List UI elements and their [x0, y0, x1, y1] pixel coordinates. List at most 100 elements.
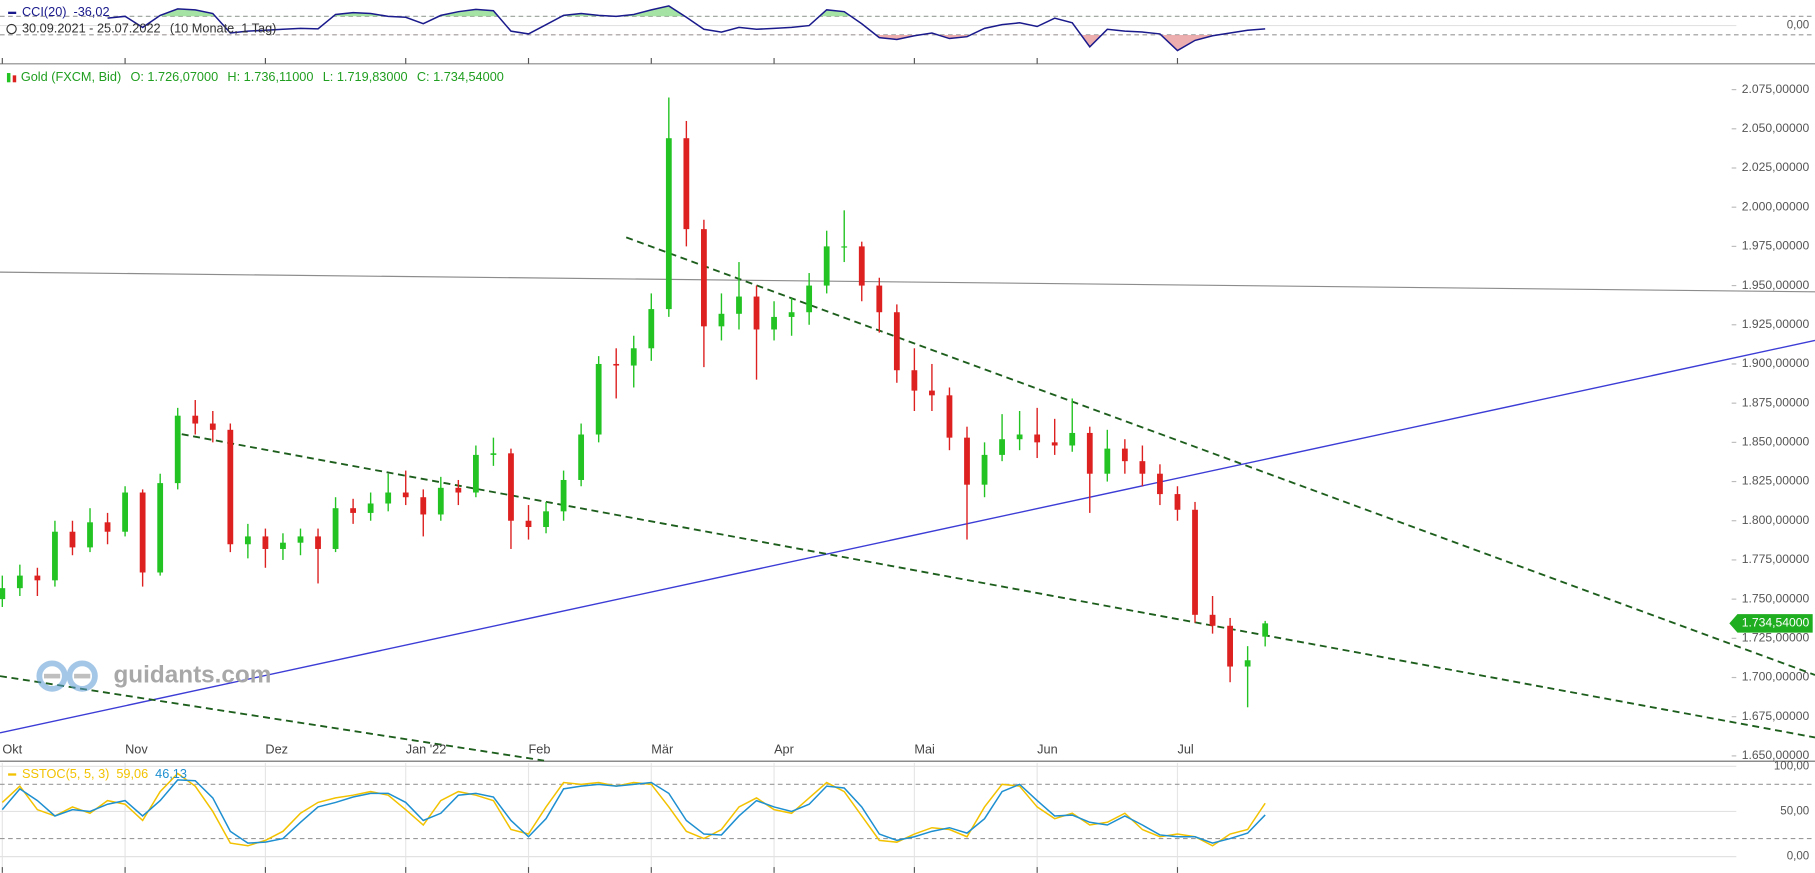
candle-body: [753, 296, 760, 330]
legend-icon: [12, 75, 17, 83]
y-tick-label: 2.050,00000: [1742, 121, 1810, 135]
candle-body: [1121, 448, 1128, 462]
indicator-value: -36,02: [73, 4, 109, 19]
candle-body: [1051, 442, 1058, 446]
x-tick-label: Jul: [1177, 742, 1193, 757]
y-tick-label: 0,00: [1787, 851, 1810, 863]
y-tick-label: 1.825,00000: [1742, 474, 1810, 488]
y-tick-label: 0,00: [1787, 20, 1810, 32]
candle-body: [648, 309, 655, 349]
candle-body: [87, 522, 93, 548]
candle-body: [332, 508, 339, 549]
logo-bar: [43, 673, 61, 679]
x-tick-label: Feb: [529, 742, 551, 757]
candle-body: [455, 487, 462, 493]
candle-body: [104, 522, 111, 532]
y-tick-label: 1.750,00000: [1742, 591, 1810, 605]
indicator-line: [1, 772, 1266, 847]
candle-body: [1174, 494, 1181, 510]
candle-body: [508, 453, 514, 521]
watermark-logo: [36, 660, 98, 692]
trend-line: [625, 236, 1815, 676]
y-tick-label: 1.725,00000: [1742, 631, 1810, 645]
candle-body: [665, 138, 672, 310]
y-tick-label: 2.025,00000: [1742, 160, 1810, 174]
candle-body: [788, 312, 795, 317]
candle-body: [490, 453, 497, 455]
candle-body: [420, 497, 427, 515]
candle-body: [1227, 625, 1233, 667]
candle-body: [806, 285, 813, 313]
x-tick-label: Nov: [125, 742, 148, 757]
candle-body: [1244, 660, 1251, 667]
candle-body: [525, 520, 532, 528]
candle-body: [964, 437, 970, 485]
ohlc-label: H: 1.736,11000: [227, 69, 313, 84]
candle-body: [823, 246, 830, 286]
candle-body: [437, 487, 444, 515]
x-tick-label: Dez: [265, 742, 288, 757]
indicator-name: SSTOC(5, 5, 3): [22, 766, 109, 781]
y-tick-label: 1.675,00000: [1742, 709, 1810, 723]
candle-body: [613, 363, 620, 366]
candle-body: [244, 536, 251, 545]
candle-body: [1192, 509, 1198, 615]
instrument-name: Gold (FXCM, Bid): [21, 69, 121, 84]
candle-body: [227, 429, 234, 545]
y-tick-label: 1.850,00000: [1742, 435, 1810, 449]
trend-line: [0, 339, 1815, 734]
indicator-value: 59,06: [116, 766, 148, 781]
candle-body: [543, 511, 549, 528]
indicator-line: [107, 5, 1266, 52]
candle-body: [858, 246, 865, 286]
date-span: (10 Monate, 1 Tag): [170, 20, 277, 35]
candle-body: [911, 370, 918, 391]
plot-layer: Okt Nov Dez Jan '22 Feb Mär Apr Mai Jun Jul 0,00 0,…: [0, 4, 1815, 873]
candle-body: [946, 395, 953, 438]
candle-body: [157, 483, 164, 573]
x-tick-label: Apr: [774, 742, 795, 757]
date-range: 30.09.2021 - 25.07.2022: [22, 20, 161, 35]
candle-body: [981, 454, 988, 485]
last-price-label: 1.734,54000: [1742, 616, 1810, 630]
candle-body: [52, 531, 58, 581]
candle-body: [350, 508, 357, 513]
horizontal-line: [0, 271, 1815, 293]
candle-body: [402, 492, 409, 498]
legend-swatch: [8, 773, 17, 776]
x-tick-label: Mai: [914, 742, 935, 757]
y-tick-label: 1.975,00000: [1742, 239, 1810, 253]
y-tick-label: 1.900,00000: [1742, 356, 1810, 370]
x-tick-label: Jan '22: [406, 742, 447, 757]
candle-body: [999, 439, 1005, 455]
candle-body: [1262, 623, 1269, 637]
candle-body: [1086, 432, 1093, 474]
candle-body: [683, 138, 690, 230]
candle-body: [1034, 434, 1041, 443]
logo-ring: [36, 660, 68, 692]
candle-body: [209, 423, 216, 430]
logo-bar: [74, 673, 91, 679]
ohlc-label: O: 1.726,07000: [130, 69, 218, 84]
candle-body: [841, 246, 848, 248]
candle-body: [876, 285, 883, 313]
candle-body: [1016, 434, 1023, 440]
drawings: [0, 236, 1815, 762]
candle-body: [16, 575, 23, 589]
y-tick-label: 1.775,00000: [1742, 552, 1810, 566]
last-price-tag: [1729, 614, 1813, 633]
candle-body: [174, 415, 181, 484]
x-tick-label: Okt: [2, 742, 22, 757]
candle-body: [0, 588, 6, 600]
y-tick-label: 1.650,00000: [1742, 748, 1810, 762]
y-tick-label: 1.700,00000: [1742, 670, 1810, 684]
ohlc-label: C: 1.734,54000: [417, 69, 504, 84]
candle-body: [385, 492, 392, 504]
candle-body: [1069, 432, 1076, 446]
candle-body: [929, 390, 935, 396]
y-tick-label: 1.925,00000: [1742, 317, 1810, 331]
y-tick-label: 2.075,00000: [1742, 82, 1810, 96]
candle-body: [69, 531, 76, 548]
clock-icon: [6, 23, 17, 35]
